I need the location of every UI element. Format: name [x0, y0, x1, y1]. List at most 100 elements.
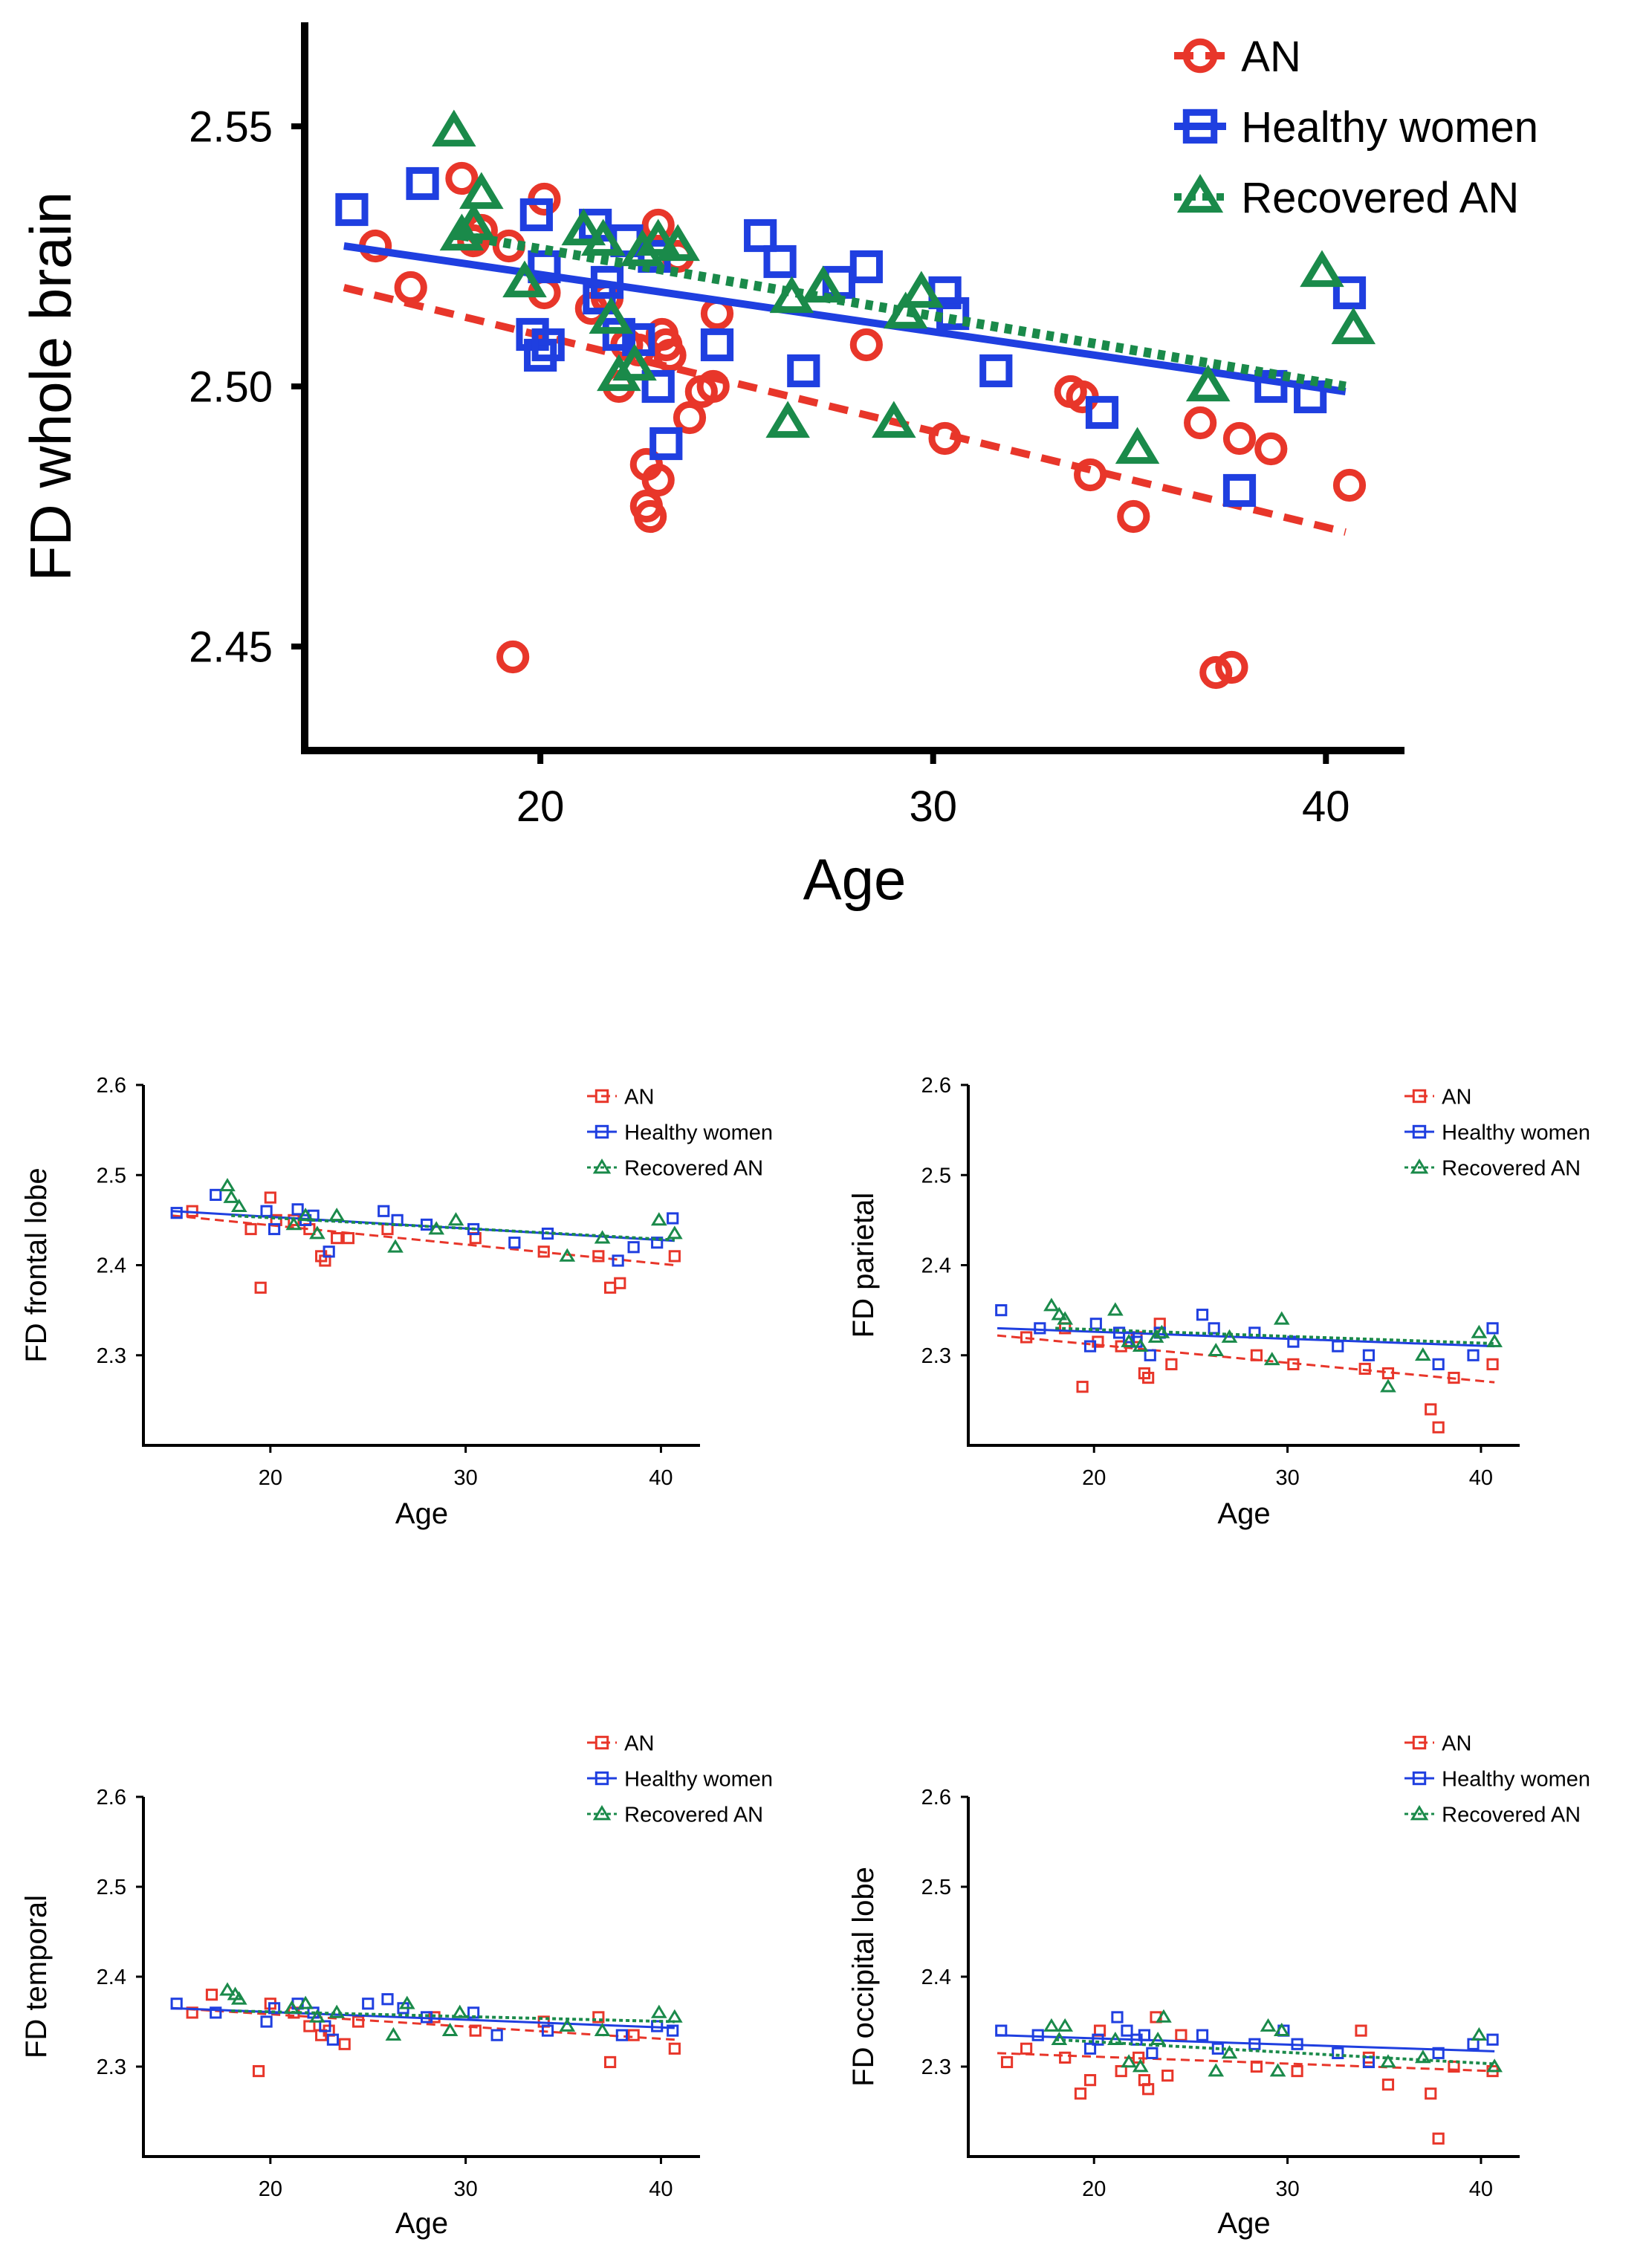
data-point [381, 1993, 394, 2006]
y-tick-label: 2.6 [97, 1786, 126, 1809]
data-point [744, 218, 777, 253]
x-tick-label: 20 [516, 783, 565, 831]
data-point [1185, 364, 1231, 402]
data-point [1471, 2026, 1488, 2041]
data-point [1362, 2055, 1376, 2069]
data-point [849, 250, 883, 284]
data-point [667, 1212, 679, 1225]
data-point [1083, 2042, 1097, 2055]
data-point [1254, 432, 1288, 466]
data-point [589, 297, 634, 334]
legend-label: Healthy women [624, 1121, 773, 1144]
data-point [696, 369, 730, 404]
data-point [451, 203, 496, 241]
data-point [667, 2024, 679, 2037]
data-point [1199, 655, 1233, 690]
series-recovered-an [1043, 1297, 1503, 1393]
legend-label: Healthy women [1442, 1767, 1590, 1791]
fit-line [997, 2034, 1495, 2052]
data-point [1142, 2083, 1155, 2096]
data-point [268, 1222, 281, 1236]
data-point [668, 1250, 681, 1263]
data-point [1161, 2070, 1174, 2082]
data-point [1083, 2074, 1097, 2087]
legend-marker [592, 1804, 612, 1821]
data-point [406, 166, 439, 201]
data-point [319, 2020, 331, 2032]
x-tick-label: 20 [259, 1466, 282, 1490]
fit-line [172, 2006, 675, 2029]
data-point [447, 1212, 464, 1226]
legend-marker [1412, 1124, 1427, 1139]
data-point [254, 1281, 267, 1294]
data-point [1083, 1340, 1097, 1352]
data-point [1132, 1338, 1149, 1352]
data-point [1132, 2058, 1149, 2073]
data-point [531, 328, 565, 362]
data-point [1269, 2063, 1286, 2077]
y-tick-label: 2.50 [189, 363, 273, 411]
data-point [1332, 276, 1367, 310]
legend-marker [592, 1158, 612, 1174]
data-point [508, 1237, 521, 1249]
series-healthy-women [335, 166, 1367, 508]
data-point [559, 1248, 576, 1262]
data-point [326, 2033, 340, 2046]
y-tick-label: 2.6 [97, 1074, 126, 1098]
data-point [1380, 1378, 1396, 1393]
data-point [1425, 1403, 1437, 1416]
data-point [335, 192, 369, 227]
data-point [1273, 2022, 1290, 2036]
data-point [1486, 2033, 1499, 2046]
x-axis-label: Age [1217, 2207, 1270, 2240]
series-healthy-women [170, 1188, 679, 1267]
chart-parietal: 20 30 40 2.3 2.4 2.5 2.6 Age FD parietal AN Health… [847, 1074, 1590, 1530]
data-point [432, 109, 476, 147]
series-an [997, 1318, 1499, 1433]
data-point [1196, 1309, 1209, 1321]
x-tick-label: 40 [649, 1466, 673, 1490]
legend-marker [1182, 38, 1218, 74]
data-point [223, 1189, 240, 1203]
data-point [303, 2020, 316, 2032]
x-tick-label: 20 [1082, 2177, 1106, 2201]
x-tick-label: 30 [453, 1466, 477, 1490]
y-tick-label: 2.45 [189, 623, 273, 671]
data-point [170, 1207, 183, 1219]
data-point [1208, 1342, 1225, 1357]
y-tick-label: 2.5 [921, 1876, 951, 1899]
legend-marker [1412, 1735, 1427, 1750]
data-point [634, 499, 667, 534]
data-point [1486, 2058, 1503, 2073]
data-point [1331, 307, 1376, 345]
data-point [1208, 2063, 1225, 2077]
data-point [763, 244, 797, 279]
data-point [362, 1998, 375, 2010]
legend-marker [1410, 1158, 1429, 1174]
data-point [1358, 1362, 1371, 1376]
data-point [1184, 406, 1217, 440]
data-point [1076, 1381, 1089, 1393]
data-point [1031, 2029, 1044, 2041]
data-point [387, 1239, 404, 1253]
data-point [1074, 2087, 1087, 2100]
y-axis-label: FD parietal [847, 1193, 880, 1338]
data-point [1121, 1333, 1137, 1347]
data-point [641, 369, 675, 404]
legend-label: AN [1442, 1731, 1471, 1755]
series-recovered-an [219, 1178, 683, 1262]
fit-line [343, 242, 1347, 395]
fit-line [997, 1326, 1495, 1348]
data-point [1486, 1358, 1499, 1370]
data-point [650, 2004, 667, 2018]
x-tick-label: 40 [1469, 2177, 1493, 2201]
legend-label: Recovered AN [1241, 174, 1519, 222]
fit-line [997, 1334, 1495, 1384]
data-point [655, 224, 700, 262]
legend-label: AN [624, 1731, 654, 1755]
data-point [604, 2055, 617, 2069]
data-point [580, 218, 626, 256]
data-point [627, 2029, 640, 2041]
legend-marker [594, 1735, 609, 1750]
